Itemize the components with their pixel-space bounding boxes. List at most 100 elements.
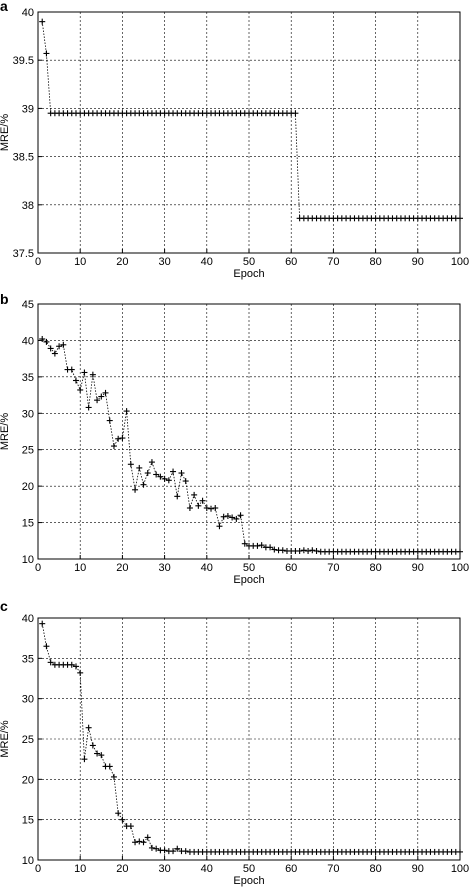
panel-c-data-point-marker	[81, 756, 88, 763]
panel-b-data-point-marker	[110, 443, 117, 450]
panel-c-data-point-marker	[136, 838, 143, 845]
panel-b-data-point-marker	[296, 547, 303, 554]
panel-b-data-point-marker	[85, 404, 92, 411]
panel-c-data-point-marker	[115, 810, 122, 817]
panel-c-data-point-marker	[47, 659, 54, 666]
panel-c-data-point-marker	[144, 834, 151, 841]
panel-c-xtick-label: 40	[201, 863, 213, 875]
panel-a-xtick-label: 10	[74, 256, 86, 268]
panel-b-data-point-marker	[224, 513, 231, 520]
panel-b-y-axis-label: MRE/%	[0, 413, 11, 451]
panel-b-data-point-marker	[148, 459, 155, 466]
panel-a-data-point-marker	[457, 215, 463, 222]
panel-c-data-point-marker	[110, 773, 117, 780]
panel-b-ytick-label: 30	[22, 408, 34, 420]
panel-c-data-point-marker	[77, 669, 84, 676]
panel-c-y-axis-label: MRE/%	[0, 720, 11, 758]
panel-b-data-point-marker	[182, 478, 189, 485]
panel-a-ytick-label: 39.5	[13, 55, 34, 67]
panel-a-xtick-label: 100	[451, 256, 469, 268]
panel-a-ytick-label: 39	[22, 103, 34, 115]
panel-c-ytick-label: 40	[22, 613, 34, 625]
panel-b-xtick-label: 80	[369, 562, 381, 574]
panel-b-data-point-marker	[43, 338, 50, 345]
panel-b-data-point-marker	[77, 386, 84, 393]
panel-b-data-point-marker	[98, 393, 105, 400]
panel-b-data-point-marker	[208, 505, 215, 512]
panel-b-data-point-marker	[220, 513, 227, 520]
panel-b-xtick-label: 50	[243, 562, 255, 574]
panel-b-data-point-marker	[47, 345, 54, 352]
panel-b-data-point-marker	[254, 542, 261, 549]
panel-c-data-point-marker	[132, 839, 139, 846]
panel-c-xtick-label: 0	[35, 863, 41, 875]
panel-c-ytick-label: 10	[22, 855, 34, 867]
panel-b-data-point-marker	[60, 341, 67, 348]
panel-c-ytick-label: 25	[22, 734, 34, 746]
panel-b-data-point-marker	[178, 470, 185, 477]
panel-c-data-point-marker	[98, 752, 105, 759]
panel-b-data-point-marker	[136, 464, 143, 471]
panel-a-xtick-label: 50	[243, 256, 255, 268]
panel-b-x-axis-label: Epoch	[233, 574, 264, 586]
panel-b-data-point-marker	[300, 547, 307, 554]
panel-b-data-point-marker	[140, 481, 147, 488]
panel-b-data-point-marker	[195, 502, 202, 509]
panel-c-data-point-marker	[457, 848, 463, 855]
panel-c-data-point-marker	[106, 763, 113, 770]
panel-c-xtick-label: 80	[369, 863, 381, 875]
panel-b-ytick-label: 25	[22, 445, 34, 457]
panel-c-data-point-marker	[148, 844, 155, 851]
panel-b-ytick-label: 15	[22, 518, 34, 530]
panel-c-data-point-marker	[153, 845, 160, 852]
panel-c-xtick-label: 70	[327, 863, 339, 875]
panel-c-data-point-marker	[140, 839, 147, 846]
panel-b-data-point-marker	[237, 512, 244, 519]
panel-c-data-point-marker	[161, 847, 168, 854]
panel-c-data-point-marker	[72, 663, 79, 670]
panel-a-xtick-label: 80	[369, 256, 381, 268]
chart-panel-c: 0 10 20 30 40 50 60 70 80 90 10010152025303540Epoc…	[0, 613, 469, 887]
panel-b-xtick-label: 60	[285, 562, 297, 574]
panel-c-data-point-marker	[94, 750, 101, 757]
panel-c-data-point-marker	[127, 823, 134, 830]
panel-c-data-point-marker	[43, 643, 50, 650]
panel-b-data-point-marker	[68, 366, 75, 373]
panel-a-ytick-label: 40	[22, 7, 34, 19]
panel-c-data-point-marker	[119, 816, 126, 823]
panel-c-ytick-label: 20	[22, 774, 34, 786]
panel-c-xtick-label: 100	[451, 863, 469, 875]
panel-b-data-point-marker	[279, 547, 286, 554]
panel-b-data-point-marker	[267, 544, 274, 551]
chart-panel-a: 0 10 20 30 40 50 60 70 80 90 100 37.5 38 38.5 39 39.5 40…	[0, 7, 469, 280]
panel-b-xtick-label: 40	[201, 562, 213, 574]
panel-b-data-point-marker	[72, 377, 79, 384]
panel-c-xtick-label: 10	[74, 863, 86, 875]
panel-b-data-point-marker	[191, 491, 198, 498]
panel-c-ytick-label: 35	[22, 653, 34, 665]
panel-c-data-point-marker	[174, 845, 181, 852]
panel-letter-a: a	[0, 0, 8, 14]
panel-b-xtick-label: 100	[451, 562, 469, 574]
panel-c-data-point-marker	[170, 848, 177, 855]
panel-b-data-point-marker	[199, 497, 206, 504]
panel-letter-b: b	[0, 291, 9, 307]
panel-b-ytick-label: 45	[22, 299, 34, 311]
panel-a-ytick-label: 38.5	[13, 152, 34, 164]
panel-b-data-point-marker	[157, 473, 164, 480]
panel-letter-c: c	[0, 598, 8, 614]
panel-b-xtick-label: 20	[116, 562, 128, 574]
panel-b-xtick-label: 0	[35, 562, 41, 574]
panel-a-xtick-label: 0	[35, 256, 41, 268]
panel-b-data-point-marker	[229, 514, 236, 521]
panel-b-xtick-label: 30	[158, 562, 170, 574]
panel-b-data-point-marker	[241, 540, 248, 547]
panel-a-xtick-label: 40	[201, 256, 213, 268]
panel-c-xtick-label: 30	[158, 863, 170, 875]
panel-b-ytick-label: 10	[22, 554, 34, 566]
panel-b-data-point-marker	[106, 417, 113, 424]
panel-c-data-point-marker	[39, 620, 46, 627]
panel-b-ytick-label: 35	[22, 372, 34, 384]
panel-a-xtick-label: 60	[285, 256, 297, 268]
panel-b-data-point-marker	[212, 505, 219, 511]
